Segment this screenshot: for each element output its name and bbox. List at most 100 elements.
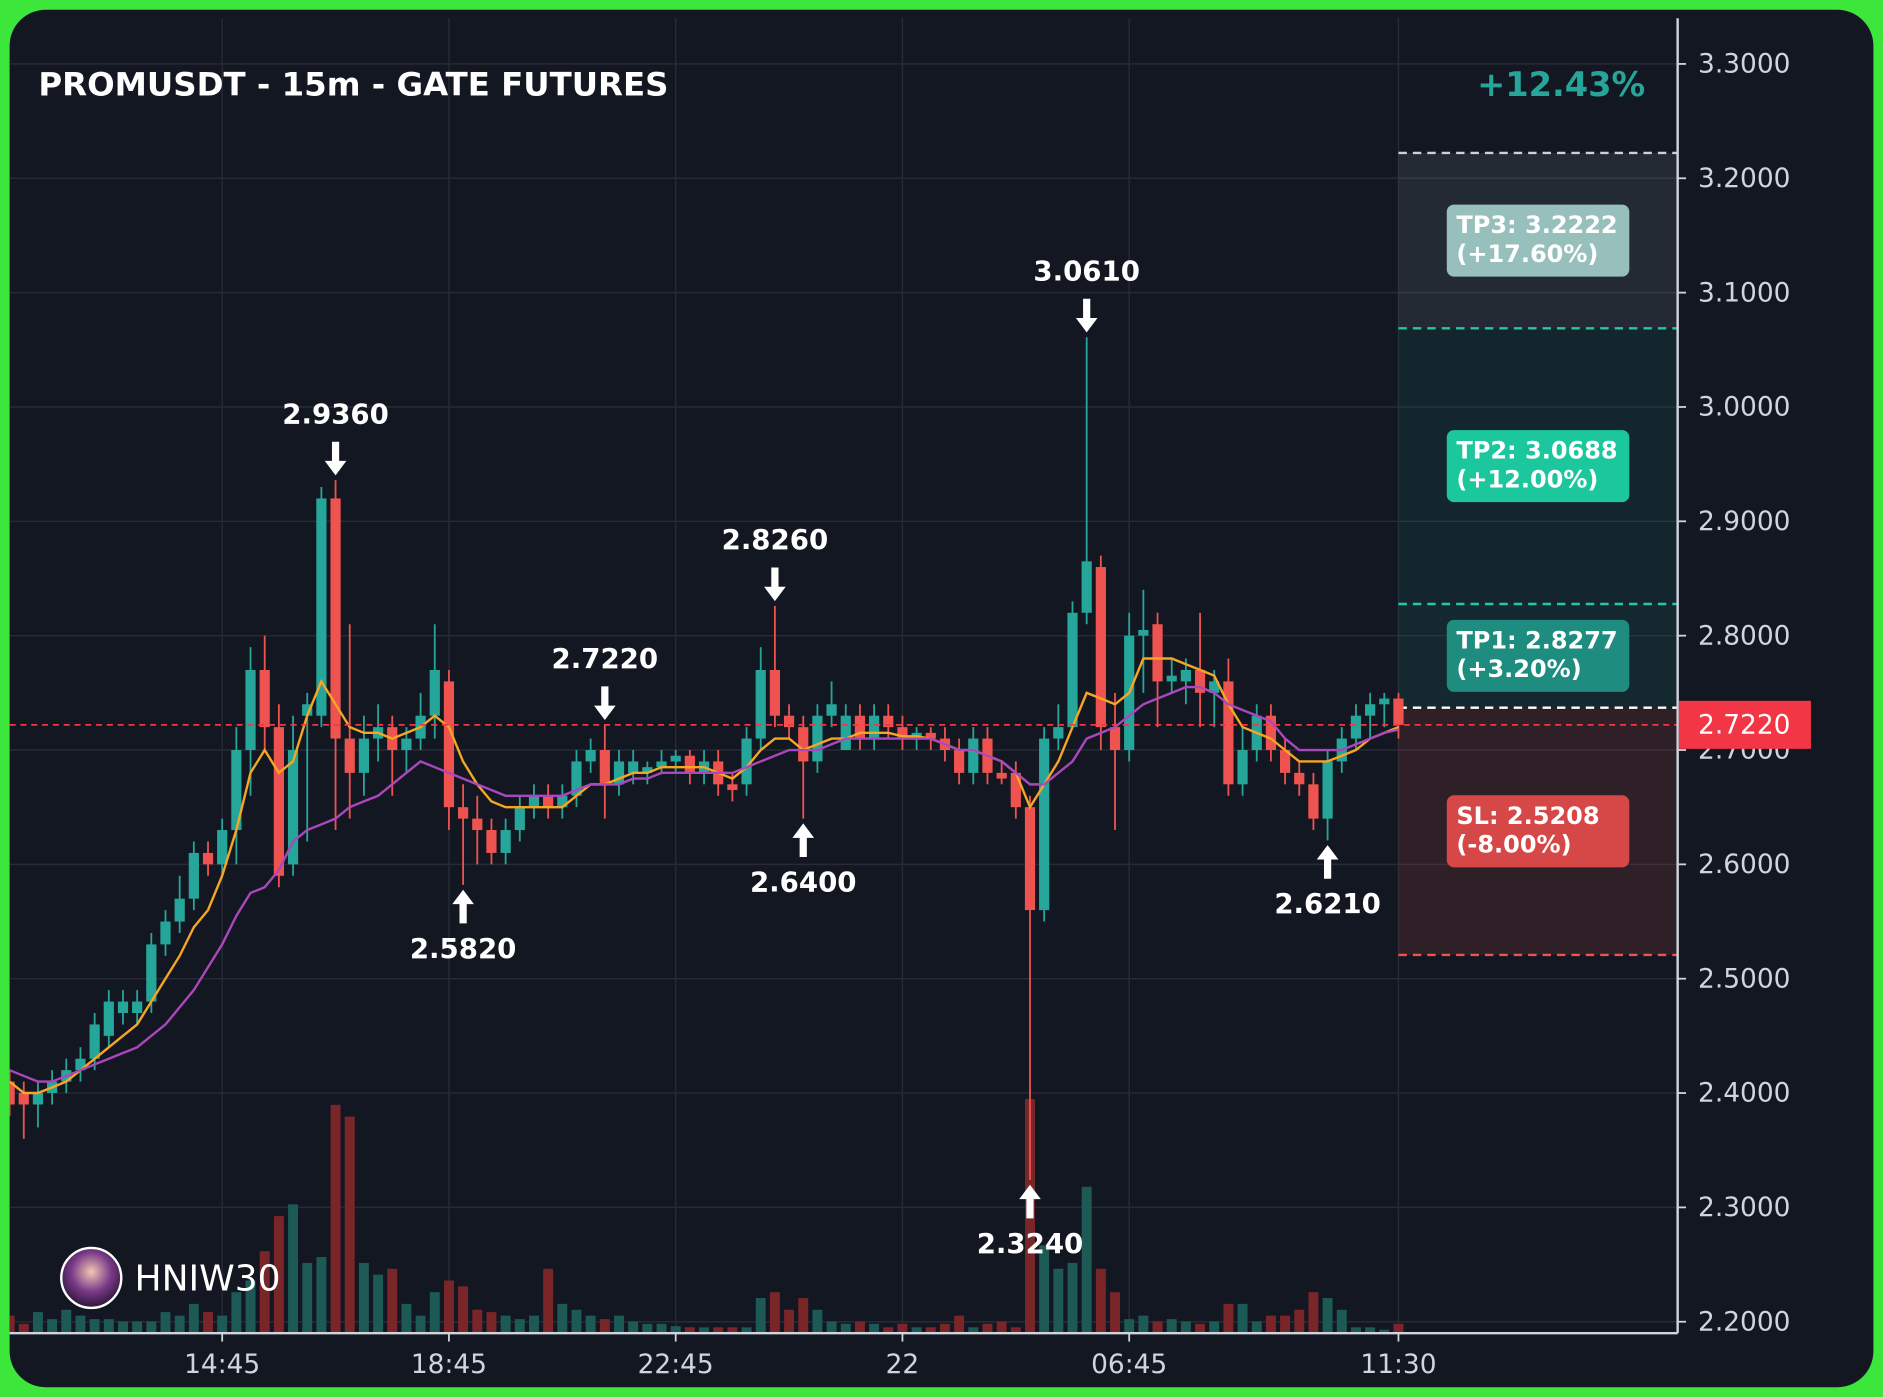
volume-bar: [1209, 1321, 1220, 1334]
volume-bar: [1265, 1315, 1276, 1334]
volume-bar: [160, 1312, 171, 1334]
annotation-label: 2.8260: [722, 523, 829, 556]
candle-body: [316, 498, 327, 716]
volume-bar: [1322, 1298, 1333, 1334]
volume-bar: [1067, 1262, 1078, 1334]
volume-bar: [443, 1280, 454, 1334]
volume-bar: [854, 1321, 865, 1334]
candle-body: [613, 761, 625, 785]
y-tick-label: 3.2000: [1698, 163, 1790, 194]
candle-body: [231, 750, 242, 831]
volume-bar: [373, 1274, 384, 1334]
volume-bar: [883, 1327, 894, 1334]
candle-body: [1209, 681, 1220, 693]
candle-body: [18, 1093, 29, 1105]
x-tick-label: 18:45: [411, 1349, 487, 1380]
annotation-arrow: [1075, 298, 1098, 333]
annotation-label: 2.5820: [410, 932, 517, 965]
y-tick-label: 2.9000: [1698, 506, 1790, 537]
candle-body: [103, 1001, 114, 1036]
candle-body: [1138, 629, 1149, 636]
candle-body: [287, 750, 299, 865]
volume-bar: [939, 1323, 950, 1334]
annotation-label: 2.6400: [750, 865, 857, 898]
volume-bar: [32, 1312, 43, 1334]
volume-bar: [1039, 1245, 1050, 1334]
volume-bar: [500, 1315, 511, 1334]
level-badge: [1446, 430, 1630, 503]
level-badge: [1446, 795, 1630, 868]
candle-body: [1053, 727, 1064, 739]
volume-bar: [543, 1268, 554, 1334]
volume-bar: [174, 1315, 185, 1334]
candle-body: [146, 944, 157, 1002]
volume-bar: [741, 1327, 752, 1334]
volume-bar: [529, 1315, 539, 1334]
chart-frame: [9, 9, 1874, 1388]
chart-title: PROMUSDT - 15m - GATE FUTURES: [38, 66, 668, 104]
candle-body: [1379, 698, 1390, 705]
candle-body: [472, 818, 483, 831]
volume-bar: [642, 1323, 653, 1334]
y-tick-label: 2.6000: [1698, 849, 1790, 880]
watermark: HNIW30: [135, 1258, 281, 1299]
annotation-label: 2.3240: [977, 1227, 1084, 1260]
candle-body: [500, 830, 511, 853]
volume-bar: [146, 1321, 157, 1334]
candle-body: [1393, 698, 1404, 725]
volume-bar: [1350, 1327, 1361, 1334]
candle-body: [684, 755, 695, 773]
volume-bar: [472, 1309, 483, 1334]
volume-bar: [89, 1319, 100, 1334]
volume-bar: [118, 1321, 128, 1334]
candle-body: [302, 704, 313, 716]
candle-body: [174, 898, 185, 922]
level-label: SL: 2.5208: [1456, 802, 1599, 830]
volume-bar: [1237, 1303, 1248, 1334]
volume-bar: [727, 1327, 738, 1334]
candle-body: [1194, 669, 1206, 693]
volume-bar: [330, 1104, 341, 1334]
candle-body: [543, 795, 554, 808]
volume-bar: [458, 1286, 469, 1334]
candle-body: [245, 669, 256, 751]
level-sublabel: (-8.00%): [1456, 831, 1571, 859]
annotation-arrow: [764, 567, 786, 602]
candle-body: [854, 715, 866, 739]
volume-bar: [982, 1323, 993, 1334]
candle-body: [741, 738, 752, 785]
candle-body: [670, 755, 681, 762]
volume-bar: [1180, 1321, 1191, 1334]
candle-body: [89, 1024, 100, 1059]
volume-bar: [996, 1321, 1007, 1334]
volume-bar: [911, 1327, 922, 1334]
candle-body: [1166, 675, 1177, 682]
candle-body: [344, 738, 355, 773]
volume-bar: [1010, 1327, 1021, 1334]
candle-body: [188, 852, 199, 899]
volume-bar: [670, 1326, 681, 1334]
candle-body: [259, 669, 270, 728]
volume-bar: [1393, 1323, 1404, 1334]
candle-body: [812, 715, 823, 762]
candle-body: [401, 738, 412, 751]
x-tick-label: 06:45: [1091, 1349, 1167, 1380]
candle-body: [358, 738, 370, 773]
volume-bar: [1095, 1268, 1106, 1334]
y-tick-label: 2.3000: [1698, 1192, 1790, 1223]
candle-body: [9, 1081, 15, 1105]
volume-bar: [1166, 1319, 1177, 1334]
candle-body: [486, 830, 497, 853]
volume-bar: [316, 1257, 327, 1334]
volume-bar: [769, 1292, 780, 1334]
candle-body: [1024, 807, 1036, 911]
annotation-label: 2.9360: [282, 397, 389, 430]
candle-body: [925, 732, 936, 739]
volume-bar: [231, 1292, 242, 1334]
volume-bar: [217, 1315, 228, 1334]
volume-bar: [1251, 1321, 1262, 1334]
candle-body: [160, 921, 171, 945]
volume-bar: [1110, 1292, 1120, 1334]
level-sublabel: (+3.20%): [1456, 655, 1581, 683]
volume-bar: [1308, 1292, 1319, 1334]
